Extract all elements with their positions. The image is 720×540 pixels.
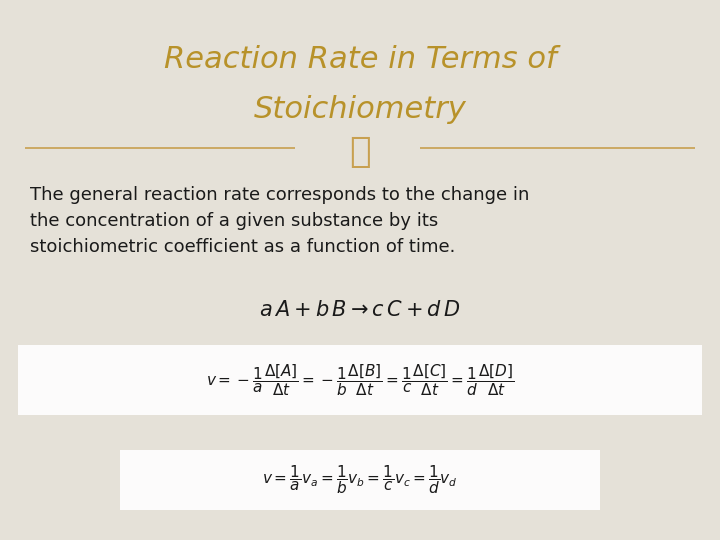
- Text: $v = \dfrac{1}{a}v_a = \dfrac{1}{b}v_b = \dfrac{1}{c}v_c = \dfrac{1}{d}v_d$: $v = \dfrac{1}{a}v_a = \dfrac{1}{b}v_b =…: [262, 464, 458, 496]
- Text: Stoichiometry: Stoichiometry: [253, 96, 467, 125]
- Text: $v = -\dfrac{1}{a}\dfrac{\Delta[A]}{\Delta t} = -\dfrac{1}{b}\dfrac{\Delta[B]}{\: $v = -\dfrac{1}{a}\dfrac{\Delta[A]}{\Del…: [206, 362, 514, 398]
- FancyBboxPatch shape: [120, 450, 600, 510]
- Text: the concentration of a given substance by its: the concentration of a given substance b…: [30, 212, 438, 230]
- Text: The general reaction rate corresponds to the change in: The general reaction rate corresponds to…: [30, 186, 529, 204]
- Text: $a\,\mathit{A} + b\,\mathit{B} \rightarrow c\,\mathit{C} + d\,\mathit{D}$: $a\,\mathit{A} + b\,\mathit{B} \rightarr…: [259, 300, 461, 320]
- Text: ❧: ❧: [349, 135, 371, 169]
- Text: Reaction Rate in Terms of: Reaction Rate in Terms of: [163, 45, 557, 75]
- FancyBboxPatch shape: [18, 345, 702, 415]
- Text: stoichiometric coefficient as a function of time.: stoichiometric coefficient as a function…: [30, 238, 455, 256]
